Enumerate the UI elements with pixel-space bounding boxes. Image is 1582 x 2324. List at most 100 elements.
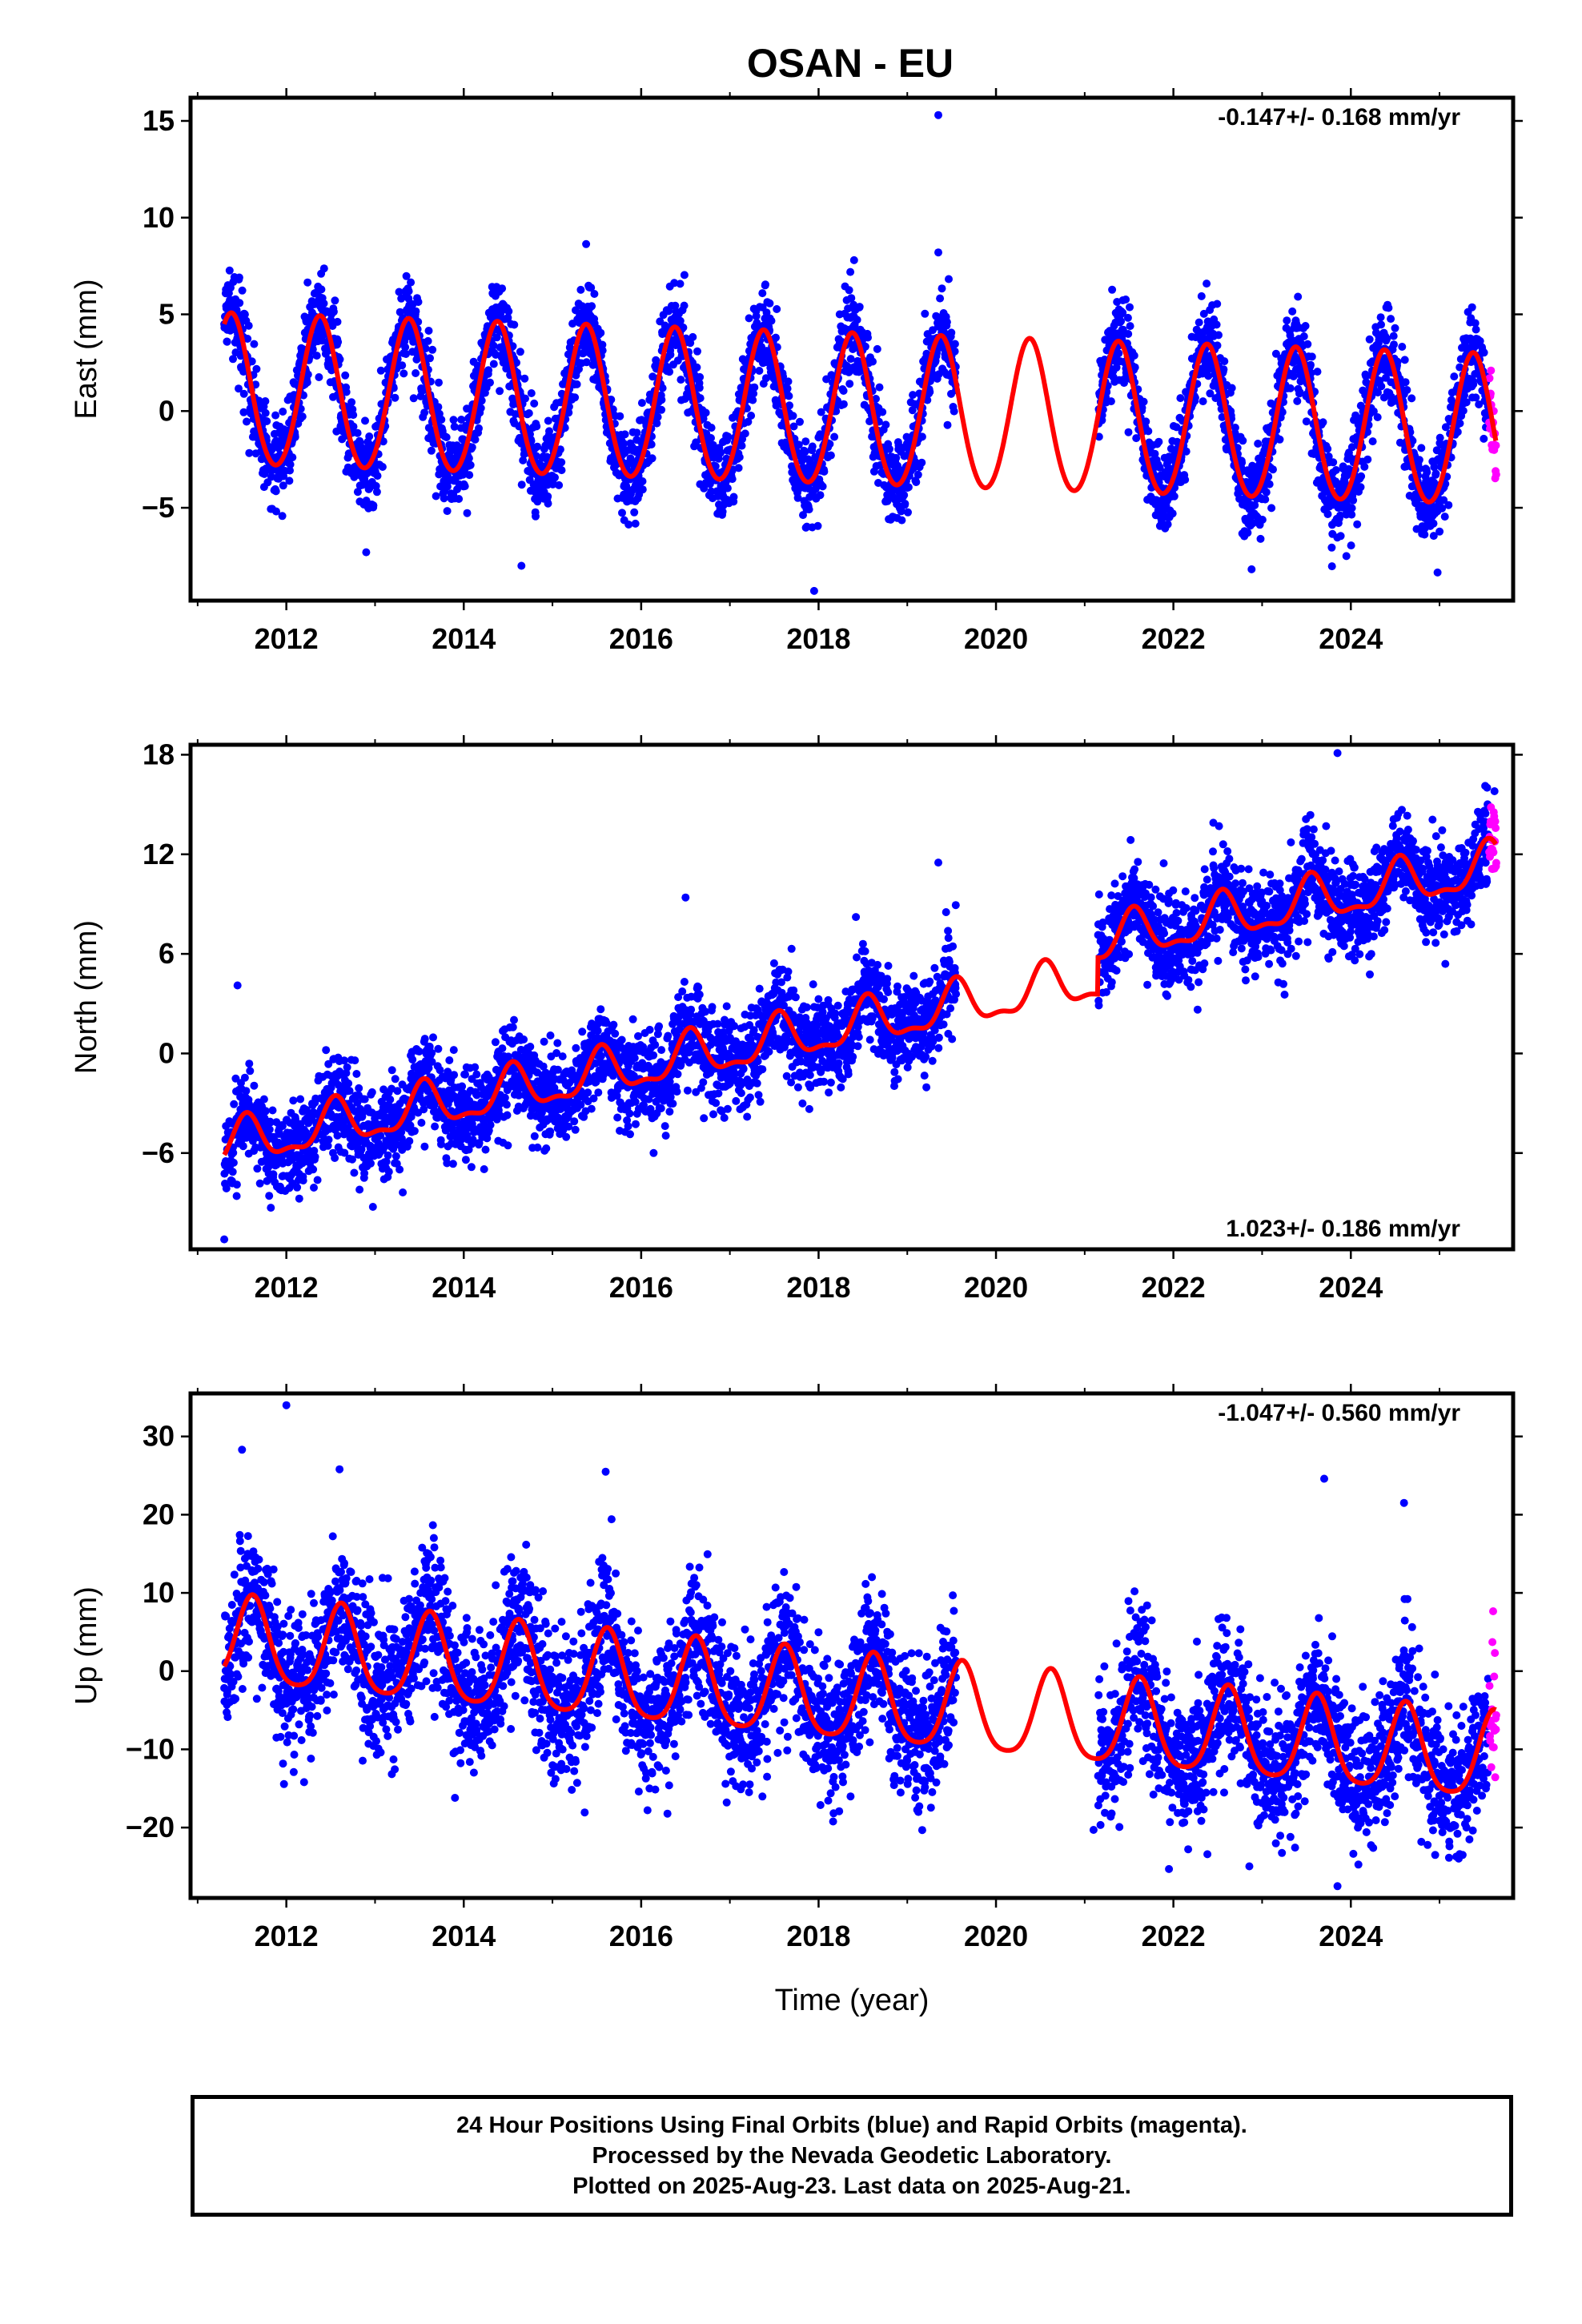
x-tick-label: 2012 bbox=[255, 1271, 319, 1304]
final-orbit-point bbox=[1347, 504, 1356, 513]
final-orbit-point bbox=[420, 408, 429, 417]
final-orbit-point bbox=[245, 1059, 254, 1068]
final-orbit-point bbox=[1123, 313, 1132, 322]
final-orbit-point bbox=[427, 446, 436, 455]
final-orbit-point bbox=[1384, 304, 1393, 312]
final-orbit-point bbox=[443, 507, 452, 516]
final-orbit-point bbox=[943, 420, 952, 429]
final-orbit-point bbox=[247, 357, 256, 366]
final-orbit-point bbox=[680, 271, 689, 279]
final-orbit-point bbox=[378, 463, 387, 471]
final-orbit-point bbox=[773, 305, 781, 313]
final-orbit-point bbox=[1239, 436, 1247, 445]
final-orbit-point bbox=[265, 1125, 274, 1134]
final-orbit-point bbox=[818, 482, 827, 491]
final-orbit-point bbox=[442, 433, 451, 441]
north-panel: 2012 2014 2016 2018 2020 2022 2024−6061218Nort… bbox=[70, 735, 1523, 1304]
final-orbit-point bbox=[250, 1081, 259, 1090]
final-orbit-point bbox=[349, 411, 358, 420]
final-orbit-point bbox=[1256, 534, 1265, 543]
final-orbit-point bbox=[245, 448, 254, 457]
final-orbit-point bbox=[521, 394, 529, 403]
final-orbit-point bbox=[402, 350, 410, 358]
final-orbit-point bbox=[343, 1063, 351, 1072]
final-orbit-point bbox=[412, 307, 420, 316]
final-orbit-point bbox=[745, 314, 753, 323]
final-orbit-point bbox=[772, 333, 780, 342]
final-orbit-point bbox=[285, 476, 294, 485]
final-orbit-point bbox=[1435, 527, 1444, 536]
final-orbit-point bbox=[232, 1180, 241, 1189]
final-orbit-point bbox=[373, 472, 382, 480]
final-orbit-point bbox=[295, 1194, 303, 1203]
final-orbit-point bbox=[1398, 343, 1407, 351]
final-orbit-point bbox=[313, 1176, 322, 1184]
y-tick-label: 12 bbox=[143, 838, 175, 870]
final-orbit-point bbox=[1472, 393, 1480, 402]
final-orbit-point bbox=[693, 347, 701, 356]
final-orbit-point bbox=[707, 424, 716, 432]
final-orbit-point bbox=[252, 364, 261, 373]
final-orbit-point bbox=[582, 239, 591, 248]
final-orbit-point bbox=[367, 1159, 375, 1168]
final-orbit-point bbox=[934, 111, 942, 119]
final-orbit-point bbox=[1327, 543, 1336, 552]
y-tick-label: −5 bbox=[142, 491, 175, 524]
final-orbit-point bbox=[784, 377, 793, 386]
final-orbit-point bbox=[387, 1066, 396, 1075]
final-orbit-point bbox=[402, 271, 411, 280]
final-orbit-point bbox=[296, 1095, 305, 1104]
final-orbit-point bbox=[1247, 565, 1256, 573]
final-orbit-point bbox=[465, 471, 474, 480]
final-orbit-point bbox=[353, 488, 362, 497]
y-tick-label: 6 bbox=[159, 937, 175, 970]
final-orbit-point bbox=[1269, 465, 1277, 474]
final-orbit-point bbox=[520, 374, 529, 383]
final-orbit-point bbox=[1391, 324, 1399, 332]
final-orbit-point bbox=[1122, 296, 1130, 304]
final-orbit-point bbox=[223, 337, 231, 346]
final-orbit-point bbox=[1130, 352, 1138, 360]
final-orbit-point bbox=[239, 408, 248, 416]
final-orbit-point bbox=[250, 340, 259, 348]
final-orbit-point bbox=[724, 432, 733, 441]
y-tick-label: 10 bbox=[143, 201, 175, 234]
final-orbit-point bbox=[362, 548, 371, 557]
final-orbit-point bbox=[244, 321, 253, 330]
final-orbit-point bbox=[665, 368, 674, 376]
final-orbit-point bbox=[261, 1107, 270, 1116]
final-orbit-point bbox=[1139, 397, 1148, 406]
final-orbit-point bbox=[637, 399, 646, 408]
final-orbit-point bbox=[340, 1056, 348, 1065]
final-orbit-point bbox=[309, 1165, 318, 1174]
final-orbit-point bbox=[466, 460, 475, 469]
final-orbit-point bbox=[279, 408, 287, 416]
final-orbit-point bbox=[238, 286, 247, 295]
final-orbit-point bbox=[846, 267, 855, 276]
final-orbit-point bbox=[261, 397, 270, 405]
final-orbit-point bbox=[1231, 424, 1239, 432]
final-orbit-point bbox=[299, 1176, 307, 1185]
final-orbit-point bbox=[576, 285, 585, 294]
final-orbit-point bbox=[1182, 447, 1191, 456]
final-orbit-point bbox=[1480, 348, 1488, 357]
final-orbit-point bbox=[1323, 444, 1332, 453]
final-orbit-point bbox=[311, 1152, 319, 1161]
final-orbit-point bbox=[544, 416, 552, 425]
x-tick-label: 2020 bbox=[964, 1271, 1028, 1304]
final-orbit-point bbox=[517, 561, 526, 570]
final-orbit-point bbox=[393, 1087, 402, 1096]
final-orbit-point bbox=[1286, 384, 1295, 392]
y-tick-label: −6 bbox=[142, 1136, 175, 1169]
final-orbit-point bbox=[1373, 413, 1382, 421]
final-orbit-point bbox=[1293, 396, 1302, 405]
final-orbit-point bbox=[1142, 417, 1150, 426]
final-orbit-point bbox=[484, 366, 493, 375]
final-orbit-point bbox=[331, 1154, 339, 1162]
final-orbit-point bbox=[1387, 315, 1395, 324]
final-orbit-point bbox=[1342, 552, 1351, 561]
final-orbit-point bbox=[1267, 504, 1276, 513]
final-orbit-point bbox=[399, 1188, 408, 1196]
final-orbit-point bbox=[950, 407, 958, 416]
